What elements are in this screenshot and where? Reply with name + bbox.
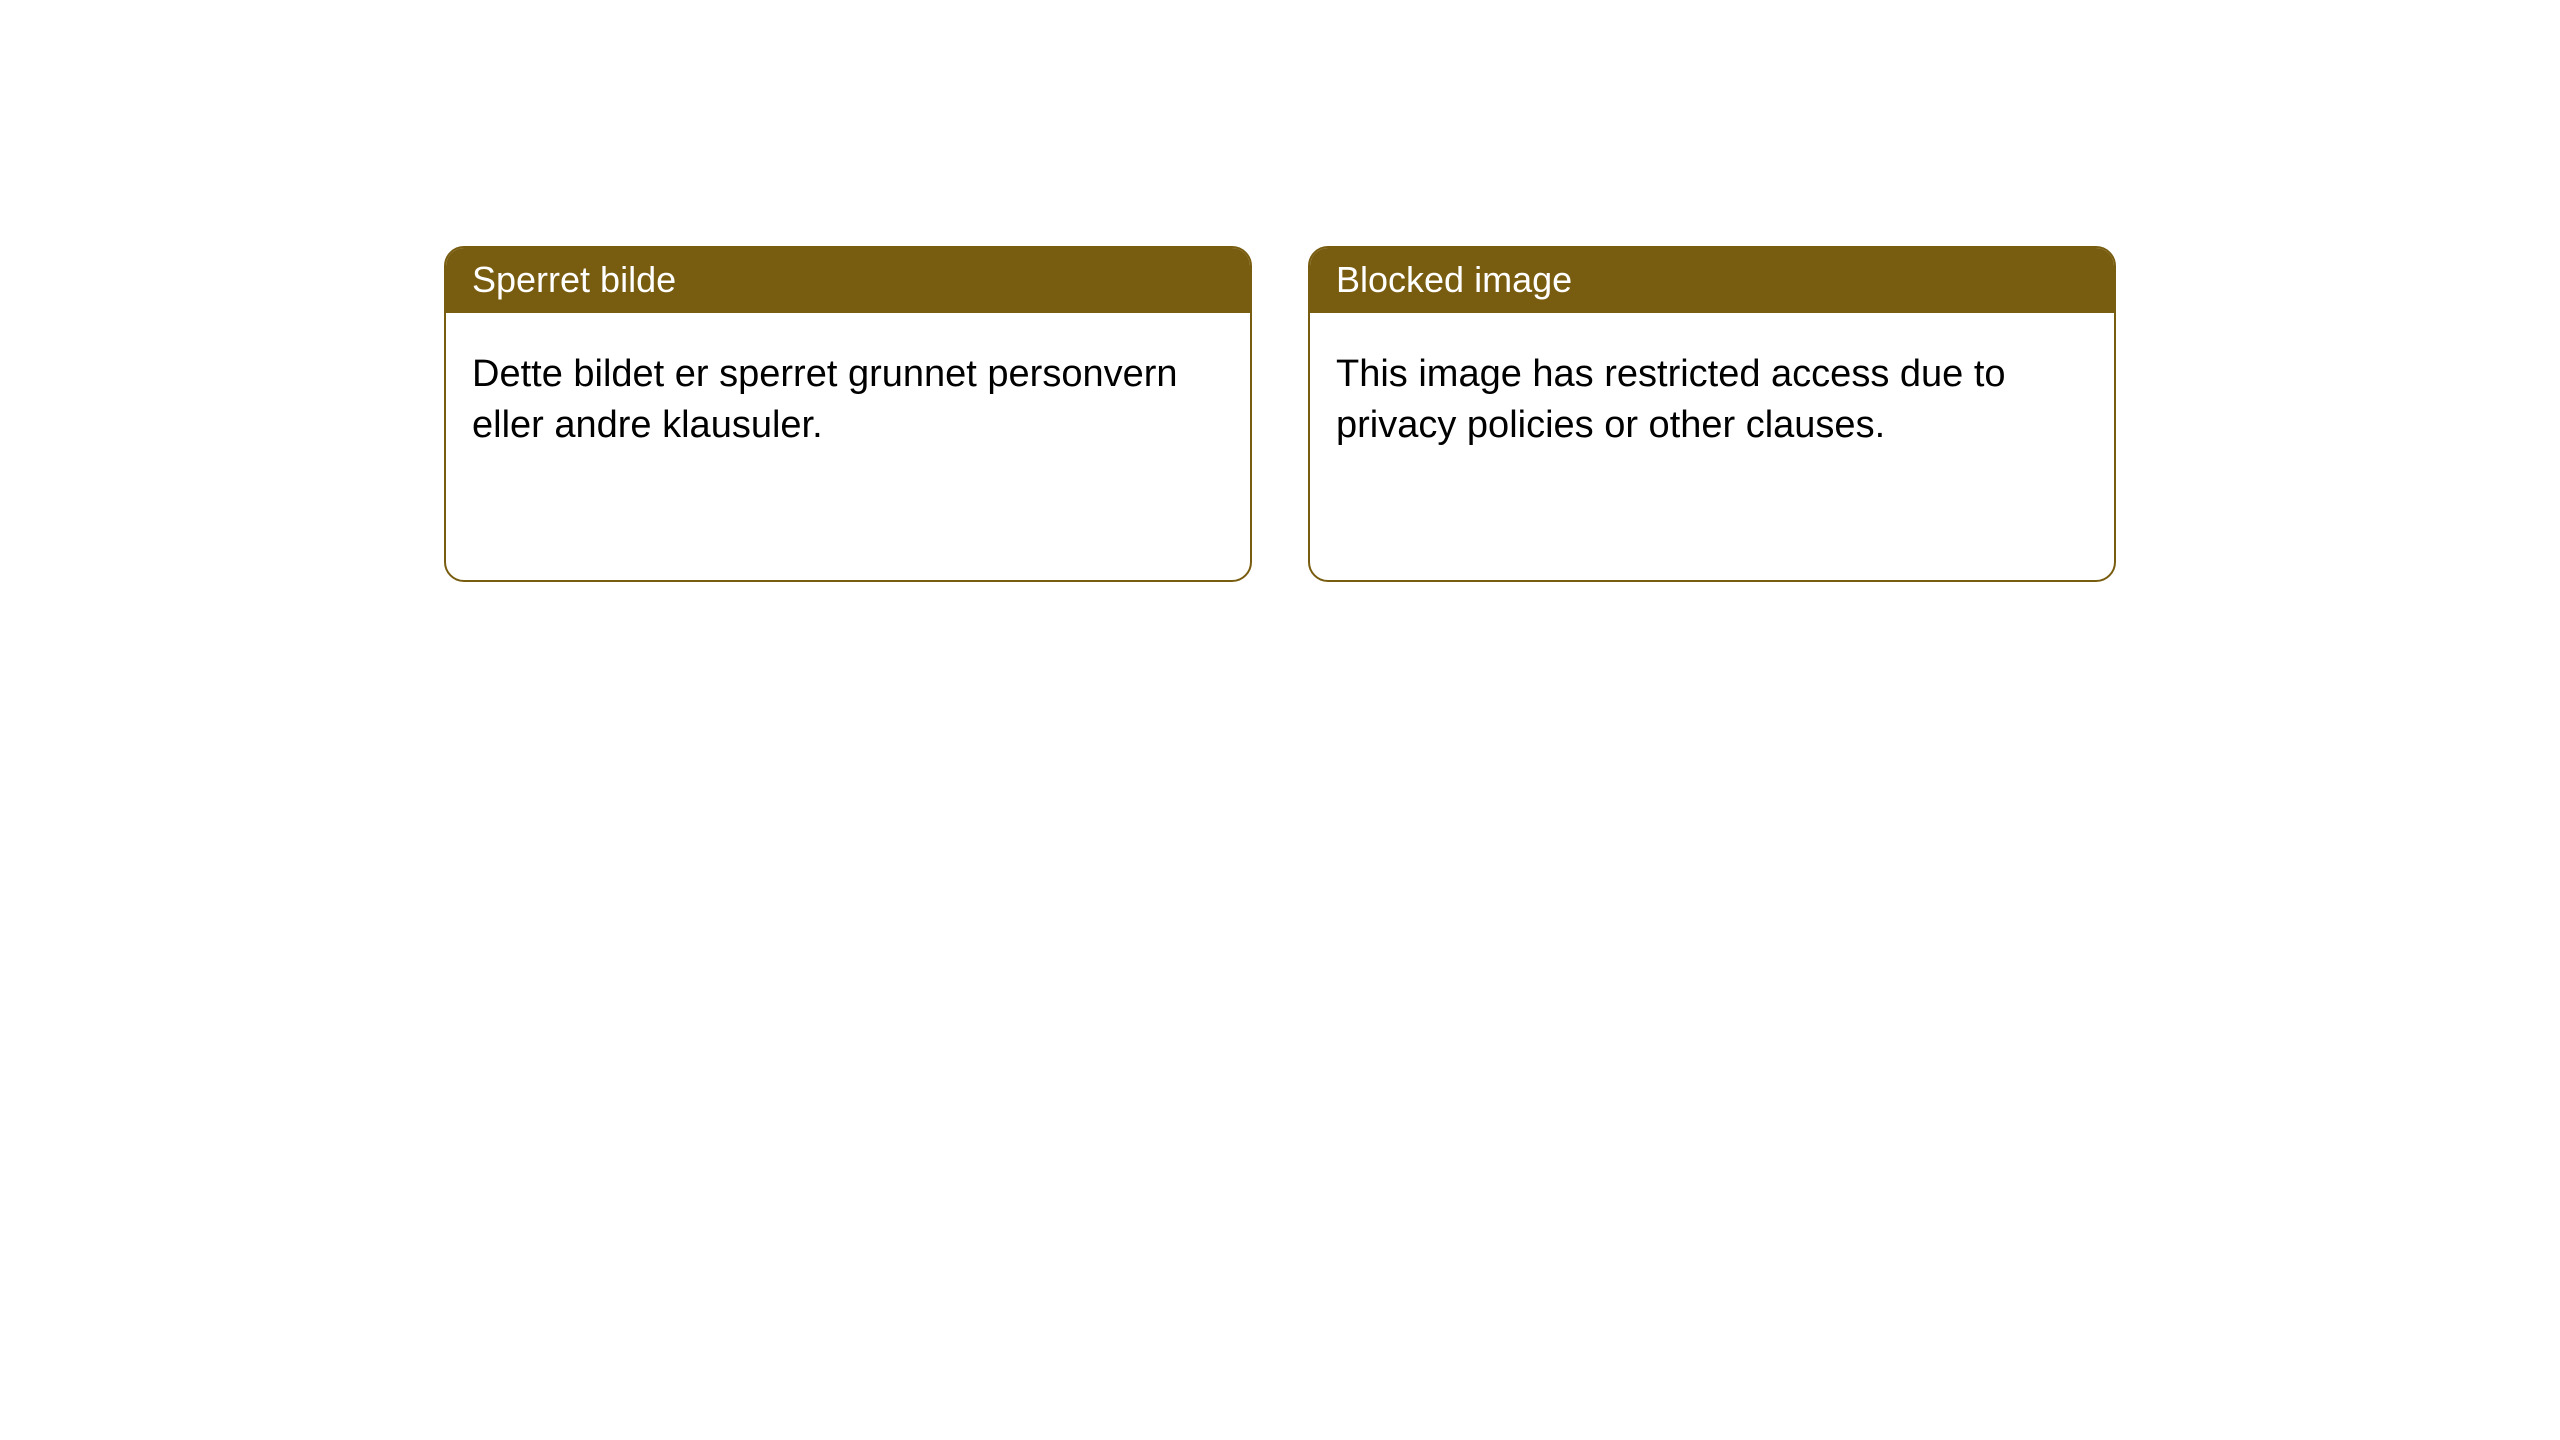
blocked-image-panel-en: Blocked image This image has restricted …	[1308, 246, 2116, 582]
blocked-image-panel-no: Sperret bilde Dette bildet er sperret gr…	[444, 246, 1252, 582]
panel-header-no: Sperret bilde	[446, 248, 1250, 313]
panel-body-no: Dette bildet er sperret grunnet personve…	[446, 313, 1250, 488]
panel-body-en: This image has restricted access due to …	[1310, 313, 2114, 488]
panels-container: Sperret bilde Dette bildet er sperret gr…	[444, 246, 2116, 582]
panel-header-en: Blocked image	[1310, 248, 2114, 313]
